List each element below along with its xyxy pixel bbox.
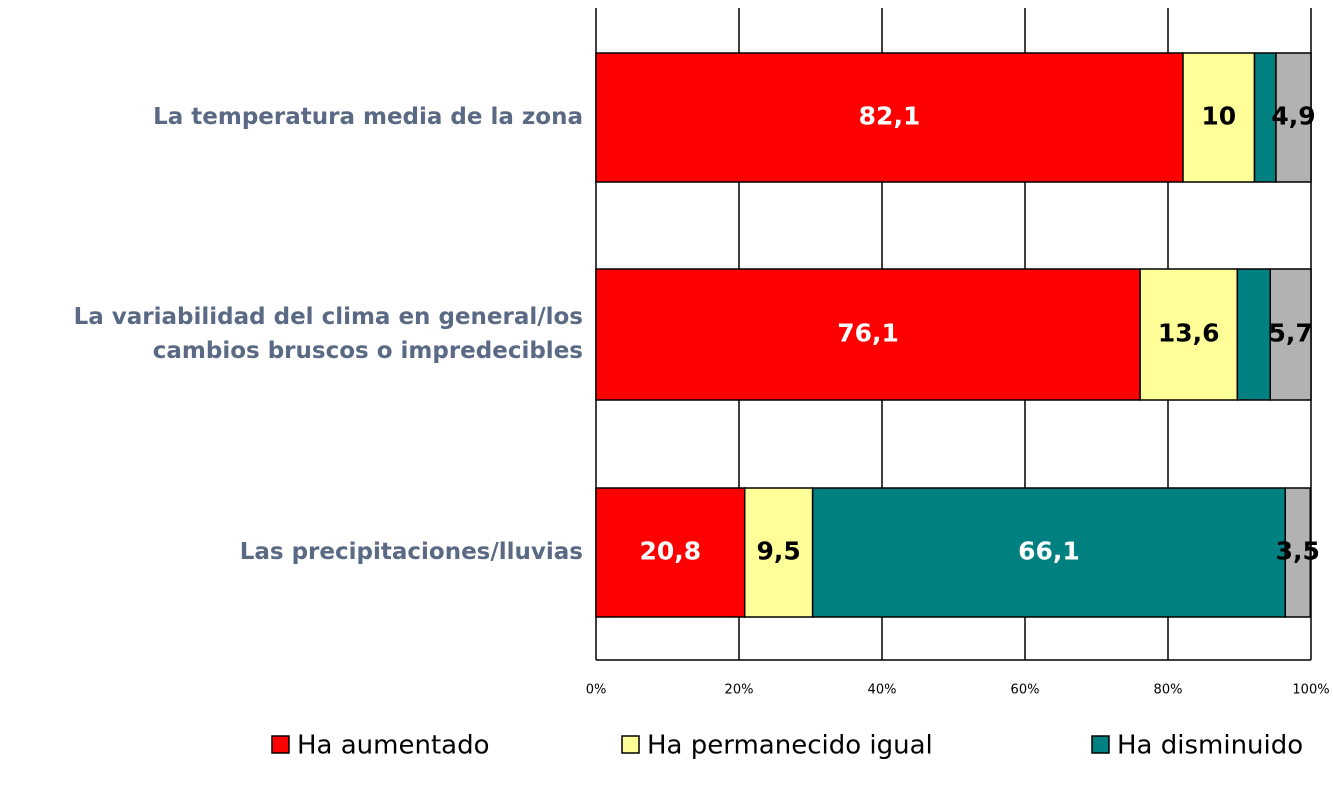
x-tick-label: 20% bbox=[725, 683, 754, 698]
data-label: 5,7 bbox=[1268, 319, 1312, 348]
legend-label: Ha permanecido igual bbox=[647, 731, 933, 761]
bar-segment bbox=[743, 487, 814, 618]
bar-segment bbox=[595, 52, 1184, 183]
category-label: cambios bruscos o impredecibles bbox=[153, 338, 583, 364]
bar-segment bbox=[1139, 268, 1239, 401]
data-label: 82,1 bbox=[859, 102, 921, 131]
bar-segment bbox=[1269, 268, 1312, 401]
x-tick-label: 80% bbox=[1154, 683, 1183, 698]
bar-segment bbox=[1284, 487, 1312, 618]
data-label: 10 bbox=[1201, 102, 1236, 131]
data-label: 4,9 bbox=[1271, 102, 1315, 131]
legend-label: Ha disminuido bbox=[1117, 731, 1303, 761]
data-label: 3,5 bbox=[1276, 537, 1320, 566]
legend-swatch bbox=[1091, 735, 1110, 754]
legend-swatch bbox=[271, 735, 290, 754]
x-tick-label: 0% bbox=[586, 683, 607, 698]
data-label: 13,6 bbox=[1158, 319, 1220, 348]
legend-swatch bbox=[621, 735, 640, 754]
bar-segment bbox=[1182, 52, 1256, 183]
bar-segment bbox=[811, 487, 1287, 618]
x-tick-label: 40% bbox=[868, 683, 897, 698]
data-label: 9,5 bbox=[757, 537, 801, 566]
bar-segment bbox=[595, 487, 746, 618]
data-label: 20,8 bbox=[640, 537, 702, 566]
bar-segment bbox=[1236, 268, 1271, 401]
category-label: La temperatura media de la zona bbox=[153, 104, 583, 130]
x-tick-label: 100% bbox=[1292, 683, 1329, 698]
category-label: La variabilidad del clima en general/los bbox=[74, 304, 583, 330]
legend-label: Ha aumentado bbox=[297, 731, 490, 761]
x-tick-label: 60% bbox=[1011, 683, 1040, 698]
data-label: 76,1 bbox=[837, 319, 899, 348]
bar-segment bbox=[595, 268, 1141, 401]
bar-segment bbox=[1275, 52, 1312, 183]
category-label: Las precipitaciones/lluvias bbox=[240, 539, 583, 565]
data-label: 66,1 bbox=[1018, 537, 1080, 566]
